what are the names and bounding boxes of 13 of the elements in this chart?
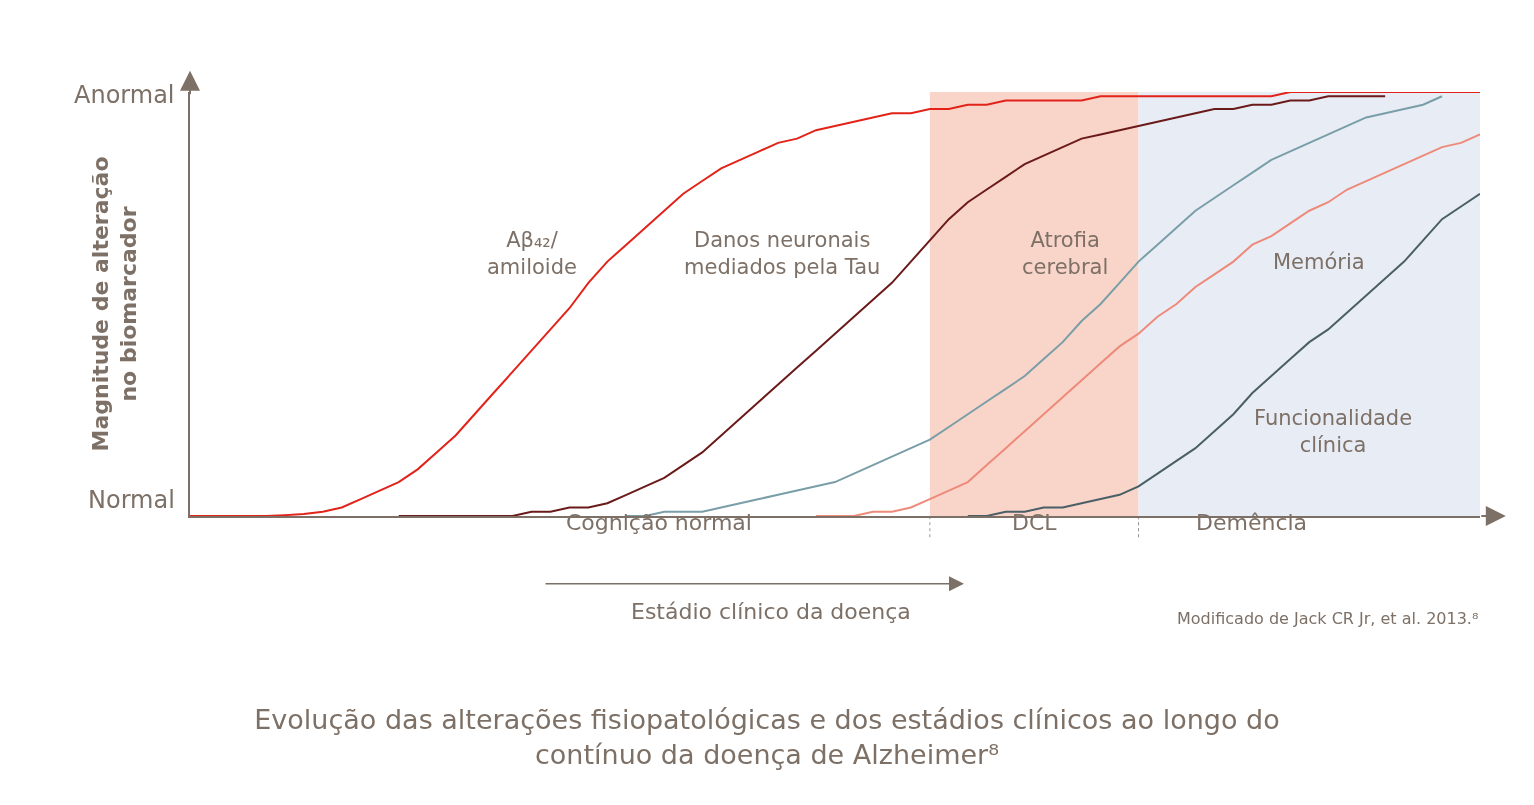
text: Modificado de Jack CR Jr, et al. 2013.⁸ [1177, 609, 1479, 628]
text: Normal [88, 486, 175, 514]
annotation: Demência [1196, 510, 1308, 535]
series-label: Atrofia cerebral [1022, 228, 1109, 280]
y-axis-title: Magnitude de alteração no biomarcador [87, 156, 142, 452]
series-label: Aβ₄₂/ amiloide [487, 228, 577, 280]
series-label: Funcionalidade clínica [1254, 406, 1413, 458]
text: Evolução das alterações fisiopatológicas e dos estádios clínicos ao longo do contínuo da doença de Alzheimer⁸ [254, 703, 1280, 770]
x-axis-title: Estádio clínico da doença [631, 599, 911, 624]
text: Anormal [74, 81, 175, 109]
series-label: Memória [1273, 250, 1365, 274]
series-label: Danos neuronais mediados pela Tau [684, 228, 881, 280]
annotation: Cognição normal [566, 510, 752, 535]
